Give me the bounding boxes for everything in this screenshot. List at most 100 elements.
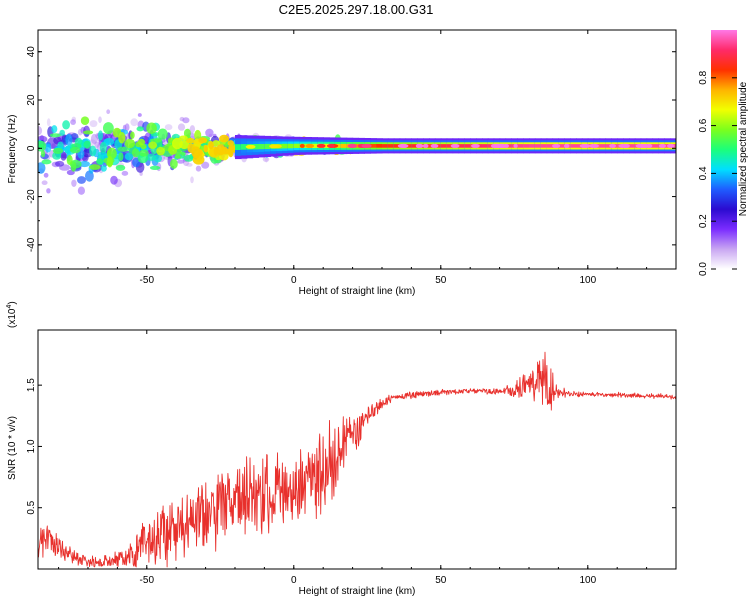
heatmap-cell [132, 148, 140, 158]
heatmap-band [376, 144, 383, 148]
colorbar-tick-label: 0.8 [698, 70, 709, 84]
snr-multiplier-base: (x10 [7, 308, 18, 328]
heatmap-cell [38, 162, 46, 174]
heatmap-band [393, 144, 401, 148]
y-tick-label: 1.0 [26, 439, 37, 453]
x-tick-label: 0 [291, 275, 297, 286]
heatmap-band [599, 144, 607, 148]
colorbar-tick-label: 0.4 [698, 166, 709, 180]
heatmap-cell [41, 180, 48, 185]
heatmap-cell [55, 160, 65, 167]
heatmap-cell [118, 152, 124, 161]
heatmap-cell [191, 146, 201, 159]
heatmap-cell [170, 158, 178, 169]
y-tick-label: 20 [26, 94, 37, 106]
heatmap-band [240, 144, 248, 150]
heatmap-spot [622, 143, 630, 148]
heatmap-cell [121, 170, 129, 176]
heatmap-cell [136, 126, 144, 132]
heatmap-cell [180, 151, 186, 156]
heatmap-cell [71, 179, 77, 187]
heatmap-spot [299, 143, 305, 148]
heatmap-cell [89, 145, 97, 157]
heatmap-band [534, 144, 542, 148]
heatmap-spot [589, 143, 599, 148]
heatmap-cell [65, 133, 73, 146]
heatmap-cell [100, 165, 107, 172]
heatmap-cell [146, 153, 157, 161]
colorbar-ticks: 0.0 0.2 0.4 0.6 0.8 [698, 70, 737, 276]
heatmap-cell [124, 138, 136, 149]
heatmap-cell [177, 123, 186, 131]
heatmap-cell [176, 159, 185, 164]
heatmap-spot [552, 143, 561, 148]
x-tick-label: 50 [435, 575, 447, 586]
heatmap-spot [305, 143, 315, 148]
heatmap-cell [216, 144, 226, 156]
heatmap-cell [118, 132, 126, 144]
figure-title: C2E5.2025.297.18.00.G31 [279, 2, 434, 17]
heatmap-band [558, 144, 565, 148]
heatmap-cell [106, 109, 111, 114]
heatmap-spot [667, 143, 675, 148]
y-tick-label: 0.5 [26, 500, 37, 514]
x-tick-label: -50 [140, 275, 155, 286]
heatmap-spot [361, 143, 372, 148]
heatmap-cell [189, 125, 195, 134]
heatmap-cell [138, 149, 149, 157]
heatmap-cell [130, 131, 135, 139]
heatmap-cell [115, 164, 126, 171]
heatmap-band [287, 143, 295, 149]
heatmap-band [340, 143, 348, 148]
heatmap-cell [98, 130, 103, 141]
heatmap-cell [43, 172, 49, 178]
heatmap-cell [60, 151, 67, 161]
heatmap-band [676, 142, 683, 149]
heatmap-spot [579, 143, 591, 148]
heatmap-cell [117, 146, 130, 152]
snr-y-multiplier: (x104) [6, 301, 18, 328]
heatmap-spot [564, 143, 569, 148]
y-tick-label: 40 [26, 46, 37, 58]
heatmap-spot [450, 143, 460, 148]
snr-x-label: Height of straight line (km) [299, 586, 416, 597]
colorbar-tick-label: 0.6 [698, 118, 709, 132]
heatmap-cell [208, 141, 214, 150]
snr-y-ticks: 0.5 1.0 1.5 [26, 378, 676, 515]
snr-y-label: SNR (10 * v/v) [7, 416, 18, 480]
heatmap-cell [77, 176, 86, 184]
heatmap-band [405, 144, 412, 148]
heatmap-cell [62, 120, 70, 130]
heatmap-cell [137, 113, 142, 117]
heatmap-cell [89, 120, 98, 128]
heatmap-band [264, 143, 271, 149]
spectrogram-x-label: Height of straight line (km) [299, 286, 416, 297]
spectrogram-y-ticks: -40 -20 0 20 40 [26, 46, 676, 252]
heatmap-spot [513, 143, 518, 148]
heatmap-cell [195, 165, 202, 172]
heatmap-spot [416, 143, 424, 148]
heatmap-cell [183, 154, 194, 162]
heatmap-cell [46, 188, 51, 194]
colorbar-label: Normalized spectral amplitude [738, 81, 749, 216]
heatmap-cell [190, 176, 194, 184]
spectrogram-frame [37, 29, 677, 270]
heatmap-cell [83, 140, 91, 149]
heatmap-cell [98, 116, 102, 123]
heatmap-cell [51, 125, 58, 134]
x-tick-label: -50 [140, 575, 155, 586]
snr-x-ticks: -50 0 50 100 [58, 330, 677, 586]
heatmap-cell [70, 133, 79, 140]
snr-panel: -50 0 50 100 0.5 1.0 1.5 Height of straight l… [6, 301, 677, 597]
heatmap-cell [96, 158, 104, 165]
spectrogram-panel: -50 0 50 100 -40 -20 0 20 40 Height of straight… [7, 29, 683, 297]
heatmap-band [546, 144, 554, 148]
heatmap-cell [46, 118, 51, 127]
heatmap-cell [156, 146, 165, 156]
heatmap-cell [45, 143, 52, 153]
heatmap-band [629, 144, 636, 148]
x-tick-label: 50 [435, 275, 447, 286]
colorbar-tick-label: 0.0 [698, 262, 709, 276]
heatmap-band [517, 144, 524, 148]
heatmap-cell [212, 140, 220, 147]
